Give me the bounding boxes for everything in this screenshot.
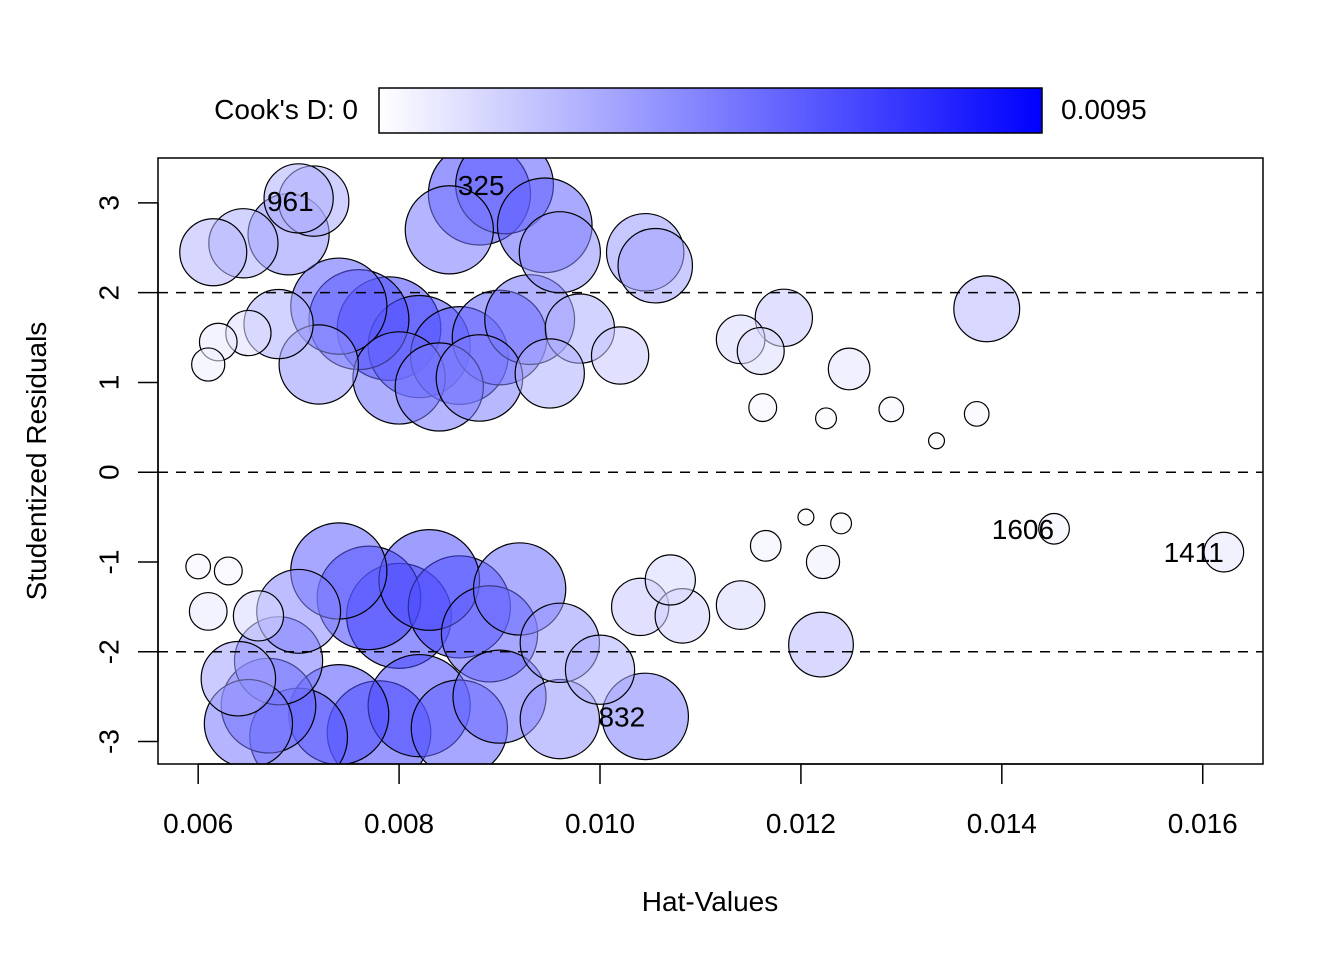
x-tick-label: 0.006 xyxy=(163,808,233,839)
data-point xyxy=(590,326,650,385)
data-point xyxy=(827,347,871,391)
x-tick-label: 0.008 xyxy=(364,808,434,839)
data-point xyxy=(878,396,905,423)
data-point xyxy=(617,227,694,304)
data-point xyxy=(805,544,841,580)
data-point xyxy=(749,529,782,562)
data-point xyxy=(1038,512,1070,545)
data-point xyxy=(815,407,838,430)
data-point xyxy=(953,275,1021,343)
point-label: 1606 xyxy=(992,514,1054,545)
y-tick-label: -3 xyxy=(93,729,124,754)
point-label: 832 xyxy=(598,701,645,732)
data-point xyxy=(514,338,585,409)
points-layer xyxy=(179,158,1245,764)
point-label: 325 xyxy=(458,170,505,201)
data-point xyxy=(435,334,524,422)
data-point xyxy=(191,347,226,382)
data-point xyxy=(263,163,334,234)
x-tick-label: 0.014 xyxy=(967,808,1037,839)
y-tick-label: -2 xyxy=(93,639,124,664)
data-point xyxy=(830,512,853,535)
data-point xyxy=(927,432,946,450)
y-tick-label: 1 xyxy=(93,375,124,391)
data-point xyxy=(213,556,243,586)
x-tick-label: 0.010 xyxy=(565,808,635,839)
data-point xyxy=(788,611,854,678)
y-tick-label: 0 xyxy=(93,464,124,480)
data-point xyxy=(1203,531,1245,573)
data-point xyxy=(232,590,285,642)
cooks-d-legend: Cook's D: 0 0.0095 xyxy=(214,87,1147,134)
data-point xyxy=(748,393,778,423)
data-point xyxy=(185,553,212,580)
y-tick-label: 2 xyxy=(93,285,124,301)
legend-label-right: 0.0095 xyxy=(1061,94,1147,125)
data-point xyxy=(518,211,601,294)
data-point xyxy=(715,580,766,630)
point-label: 1411 xyxy=(1164,537,1224,568)
data-point xyxy=(736,326,785,376)
data-point xyxy=(404,185,494,275)
point-label: 961 xyxy=(267,186,314,217)
x-axis-label: Hat-Values xyxy=(642,886,778,917)
x-tick-label: 0.012 xyxy=(766,808,836,839)
data-point xyxy=(644,554,696,606)
legend-color-bar xyxy=(378,87,1043,134)
y-axis: -3 -2 -1 0 1 2 3 xyxy=(93,195,159,754)
data-point xyxy=(179,218,248,287)
y-tick-label: -1 xyxy=(93,550,124,575)
data-point xyxy=(797,508,815,526)
data-point xyxy=(564,634,636,705)
data-point xyxy=(188,591,228,631)
legend-label-left: Cook's D: 0 xyxy=(214,94,358,125)
point-labels: 961 325 832 1606 1411 xyxy=(267,170,1224,732)
data-point xyxy=(963,400,990,427)
data-point xyxy=(200,640,277,717)
reference-lines xyxy=(158,291,1263,653)
y-tick-label: 3 xyxy=(93,195,124,211)
x-tick-label: 0.016 xyxy=(1168,808,1238,839)
y-axis-label: Studentized Residuals xyxy=(21,322,52,601)
x-axis: 0.006 0.008 0.010 0.012 0.014 0.016 xyxy=(163,763,1238,839)
